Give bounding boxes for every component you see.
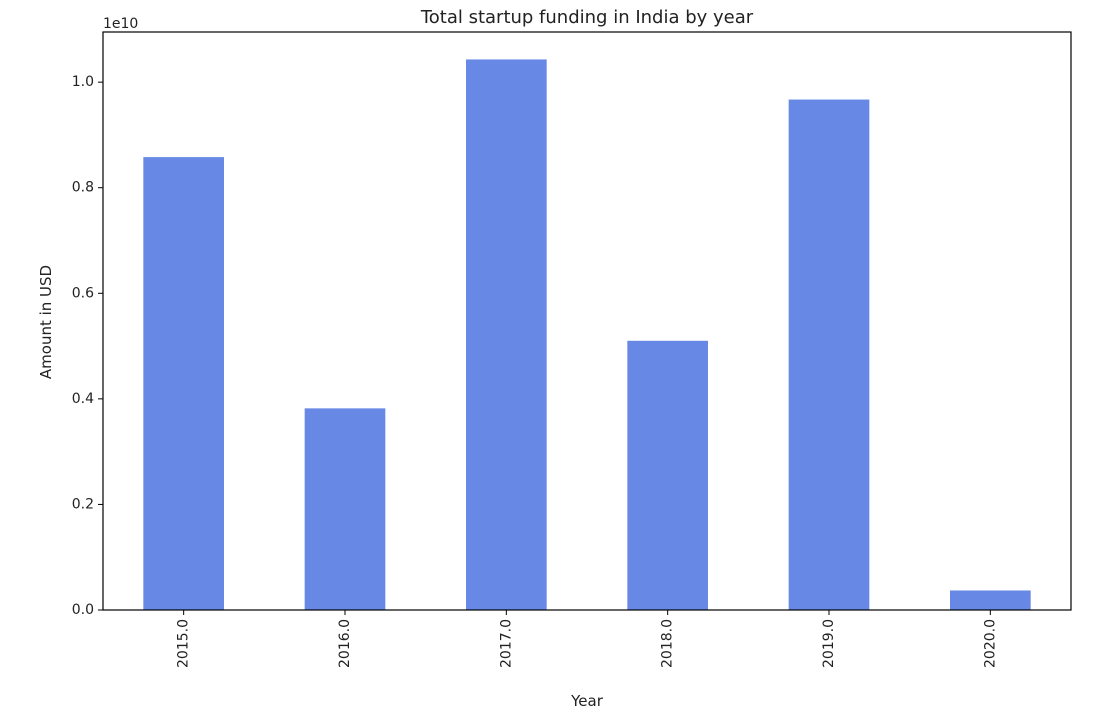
bar-2017.0 (466, 59, 547, 610)
y-tick-label: 0.0 (72, 602, 94, 618)
x-tick-label: 2016.0 (337, 619, 353, 668)
x-axis-title: Year (570, 692, 604, 710)
x-tick-label: 2020.0 (982, 619, 998, 668)
bar-2015.0 (143, 157, 224, 610)
y-tick-label: 0.4 (72, 391, 94, 407)
y-tick-label: 0.2 (72, 496, 94, 512)
bar-2020.0 (950, 590, 1031, 610)
y-axis-title: Amount in USD (37, 265, 55, 379)
y-tick-label: 0.8 (72, 180, 94, 196)
x-tick-label: 2019.0 (821, 619, 837, 668)
y-tick-label: 0.6 (72, 285, 94, 301)
chart-title: Total startup funding in India by year (420, 7, 754, 28)
bar-2019.0 (788, 99, 870, 610)
x-tick-label: 2015.0 (176, 619, 192, 668)
bar-2018.0 (627, 340, 708, 610)
plot-frame (102, 31, 1072, 611)
bar-2016.0 (304, 408, 386, 610)
y-axis-ticks: 0.0 0.2 0.4 0.6 0.8 1.0 (72, 74, 103, 618)
x-tick-label: 2017.0 (498, 619, 514, 668)
bars-group (143, 59, 1031, 610)
y-tick-label: 1.0 (72, 74, 94, 90)
y-axis-offset-label: 1e10 (103, 16, 138, 32)
x-tick-label: 2018.0 (660, 619, 676, 668)
x-axis-ticks: 2015.0 2016.0 2017.0 2018.0 2019.0 2020.0 (176, 610, 998, 668)
